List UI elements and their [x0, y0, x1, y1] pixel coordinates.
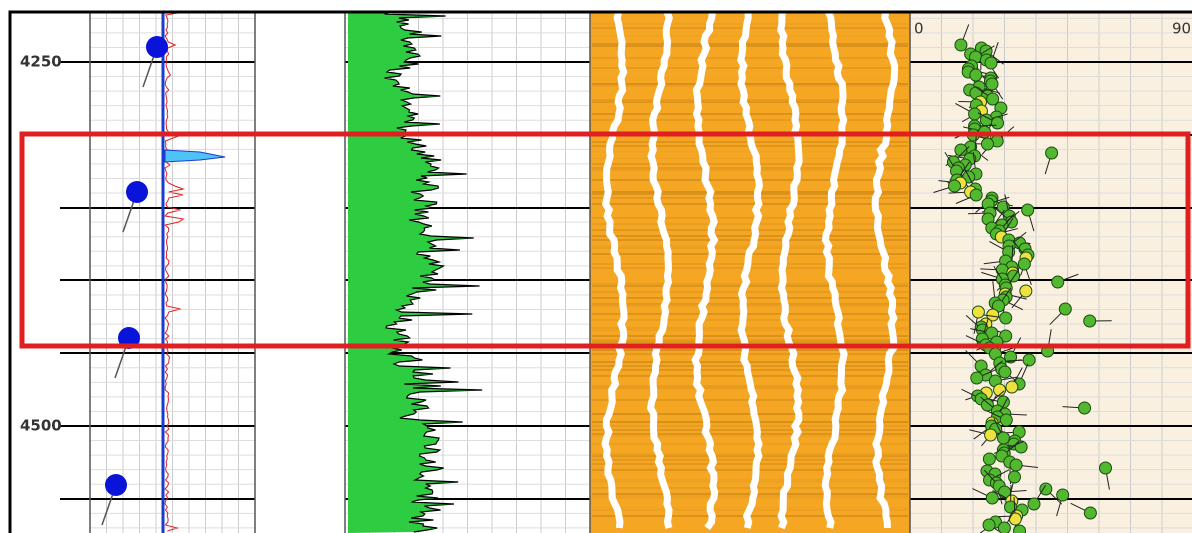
tadpole	[991, 117, 1003, 129]
tadpole	[971, 372, 983, 384]
tadpole	[1028, 498, 1040, 510]
depth-label: 4250	[20, 53, 62, 71]
tadpole	[985, 57, 997, 69]
dip-marker	[146, 36, 168, 58]
tadpole	[986, 492, 998, 504]
tadpole	[1057, 489, 1069, 501]
tadpole	[1100, 462, 1112, 474]
tadpole	[1000, 414, 1012, 426]
tadpole	[1000, 312, 1012, 324]
depth-label: 4500	[20, 417, 62, 435]
tadpole	[1014, 525, 1026, 533]
tadpole	[1009, 513, 1021, 525]
dip-marker	[126, 181, 148, 203]
tadpole	[970, 189, 982, 201]
tadpole	[1006, 381, 1018, 393]
tadpole	[986, 78, 998, 90]
tadpole	[972, 306, 984, 318]
tadpole	[980, 114, 992, 126]
tadpole	[998, 522, 1010, 533]
tadpole	[985, 429, 997, 441]
scale-min: 0	[914, 20, 924, 38]
tadpole	[1018, 258, 1030, 270]
well-log: 4250 4500 0 90	[0, 0, 1192, 533]
tadpole	[982, 138, 994, 150]
tadpole	[1020, 285, 1032, 297]
tadpole	[1046, 147, 1058, 159]
tadpole	[1023, 354, 1035, 366]
tadpole	[983, 453, 995, 465]
tadpole	[1009, 471, 1021, 483]
tadpole	[955, 39, 967, 51]
tadpole	[1010, 459, 1022, 471]
tadpole	[949, 180, 961, 192]
tadpole	[1084, 315, 1096, 327]
tadpole	[970, 69, 982, 81]
tadpole	[969, 108, 981, 120]
tadpole	[1022, 204, 1034, 216]
tadpole	[1059, 303, 1071, 315]
dip-marker	[105, 474, 127, 496]
tadpole	[999, 366, 1011, 378]
tadpole	[1079, 402, 1091, 414]
tadpole	[983, 519, 995, 531]
tadpole	[1040, 483, 1052, 495]
scale-max: 90	[1172, 20, 1191, 38]
tadpole	[1052, 276, 1064, 288]
tadpole	[1084, 507, 1096, 519]
